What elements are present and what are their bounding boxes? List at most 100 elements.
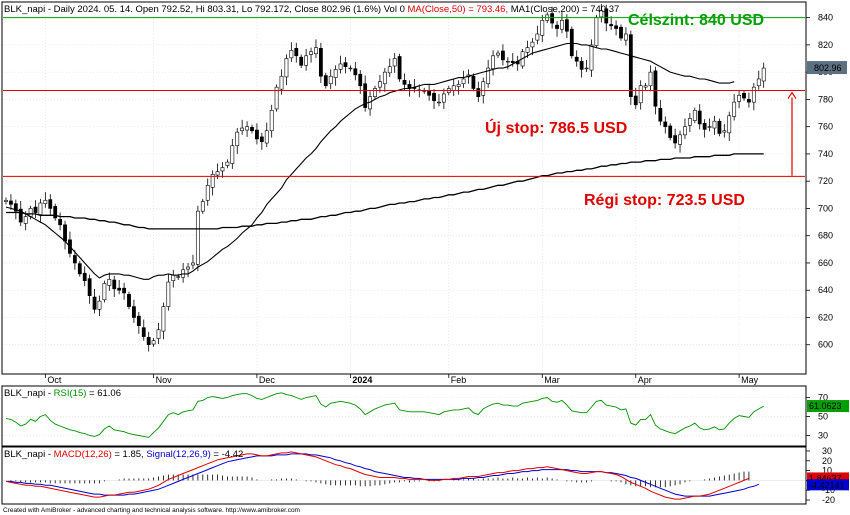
level-label-old-stop: Régi stop: 723.5 USD [584, 192, 745, 209]
x-tick-label: Apr [638, 375, 652, 385]
candle-body [220, 167, 225, 172]
candle-body [255, 129, 259, 140]
candle-body [141, 327, 146, 337]
x-tick-label: May [741, 375, 759, 385]
candle-body [530, 41, 535, 48]
macd-last-box [807, 472, 849, 484]
candle-body [358, 73, 363, 87]
candle-body [294, 47, 299, 57]
candle-body [702, 122, 707, 130]
price-header: BLK_napi - Daily 2024. 05. 14. Open 792.… [4, 4, 619, 15]
price-tick-label: 620 [818, 312, 833, 322]
candle-body [747, 99, 751, 103]
candle-body [132, 306, 136, 318]
candle-body [609, 24, 614, 27]
candle-body [633, 95, 638, 106]
price-tick-label: 600 [818, 340, 833, 350]
price-tick-label: 740 [818, 149, 833, 159]
candle-body [628, 34, 633, 97]
candle-body [564, 19, 569, 32]
ma50-line [5, 42, 735, 280]
macd-tick-label: 10 [822, 466, 832, 476]
candle-body [456, 84, 461, 87]
rsi-line [5, 392, 764, 438]
candle-body [476, 88, 481, 97]
candle-body [756, 78, 761, 87]
candle-body [171, 274, 176, 281]
price-tick-label: 840 [818, 13, 833, 23]
candle-body [525, 47, 530, 53]
candle-body [250, 127, 254, 132]
candle-body [146, 336, 151, 346]
price-panel [1, 1, 807, 375]
candle-body [653, 70, 658, 107]
candle-body [72, 255, 77, 264]
candle-body [737, 95, 741, 102]
candle-body [491, 55, 495, 70]
candle-body [461, 78, 466, 85]
candle-body [742, 92, 746, 99]
x-tick-label: Mar [544, 375, 560, 385]
candle-body [540, 20, 545, 36]
macd-last-label: 1.84637 [809, 473, 842, 483]
candle-body [692, 110, 697, 121]
candle-body [432, 92, 436, 102]
candle-body [279, 75, 284, 90]
candle-body [496, 52, 500, 56]
candle-body [23, 216, 28, 224]
candle-body [9, 200, 13, 205]
candle-body [235, 131, 240, 147]
macd-panel [1, 446, 807, 505]
candle-body [284, 58, 289, 78]
candle-body [382, 71, 387, 85]
candle-body [200, 201, 205, 212]
candle-body [761, 67, 766, 82]
candle-body [299, 56, 304, 66]
candle-body [328, 75, 333, 85]
candle-body [378, 81, 382, 88]
price-tick-label: 680 [818, 231, 833, 241]
candle-body [82, 272, 87, 281]
ma200-line [6, 153, 764, 230]
candle-body [643, 85, 648, 88]
candle-body [309, 51, 313, 55]
candle-body [638, 85, 643, 104]
candle-body [604, 8, 609, 24]
x-axis: Oct Nov Dec 2024 Feb Mar Apr May [44, 374, 759, 385]
candle-body [353, 68, 358, 76]
candle-body [451, 85, 456, 91]
candle-body [77, 263, 82, 275]
candle-body [648, 71, 653, 87]
candle-body [127, 294, 131, 307]
rsi-y-axis: 70 50 30 61.0623 [806, 393, 849, 441]
candle-body [658, 107, 663, 122]
level-label-target: Célszint: 840 USD [628, 12, 764, 29]
candle-body [712, 120, 717, 129]
x-tick-label: Dec [259, 375, 276, 385]
rsi-tick-label: 50 [818, 412, 828, 422]
candle-body [697, 110, 702, 125]
candle-body [687, 118, 692, 126]
candle-body [574, 56, 579, 62]
price-tick-label: 640 [818, 285, 833, 295]
candle-body [63, 224, 67, 242]
candle-body [333, 69, 338, 78]
candle-body [683, 126, 687, 136]
candle-body [240, 127, 245, 132]
candle-body [318, 47, 323, 77]
candle-body [589, 44, 594, 71]
rsi-panel [1, 385, 807, 447]
last-price-label: 802.96 [814, 63, 842, 73]
candle-body [505, 60, 510, 63]
candle-body [594, 17, 599, 46]
candle-body [38, 202, 43, 215]
candle-body [136, 315, 141, 326]
rsi-tick-label: 30 [818, 431, 828, 441]
candle-body [348, 67, 353, 70]
candle-body [373, 88, 377, 97]
candle-body [751, 86, 756, 103]
candle-body [33, 206, 38, 213]
candle-body [535, 33, 540, 41]
candle-body [13, 203, 18, 212]
candle-body [717, 120, 722, 134]
